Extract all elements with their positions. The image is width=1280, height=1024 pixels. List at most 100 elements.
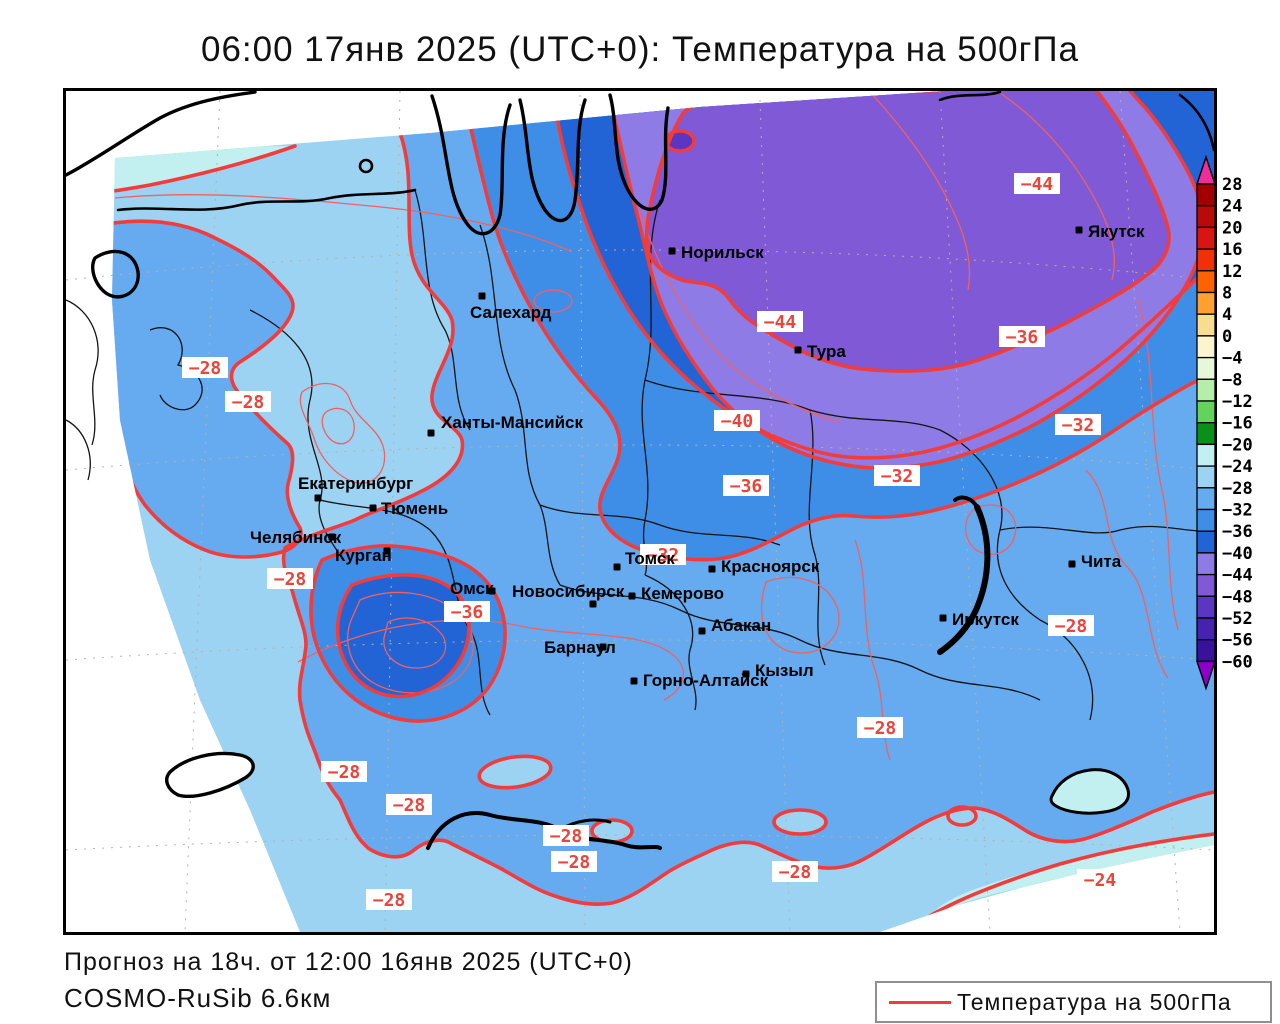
city-dot	[488, 587, 496, 595]
contour-label-text: −44	[764, 312, 797, 333]
colorbar-arrow-bottom	[1196, 660, 1216, 691]
contour-label-text: −28	[393, 795, 426, 816]
weather-map-canvas: −44−44−36−40−36 −32−32−28−28−32−36−28−28−…	[63, 88, 1253, 935]
colorbar-band	[1196, 356, 1216, 380]
city-marker: Чита	[1068, 552, 1122, 571]
cities-layer: Норильск Якутск Тура Салехард Ханты-Мансийск…	[250, 222, 1145, 690]
colorbar-band	[1196, 400, 1216, 424]
contour-label: −28	[386, 794, 432, 816]
city-label: Томск	[625, 549, 675, 568]
city-marker: Кемерово	[628, 584, 724, 603]
contour-label-box	[772, 861, 818, 882]
colorbar-tick-label: 8	[1222, 284, 1232, 304]
city-dot	[1075, 226, 1083, 234]
city-marker: Ханты-Мансийск	[427, 413, 583, 437]
colorbar-tick-label: −40	[1222, 544, 1253, 564]
colorbar-tick-label: −36	[1222, 522, 1253, 542]
city-label: Норильск	[681, 243, 764, 262]
contour-label: −28	[1048, 615, 1094, 637]
contour-label-box	[543, 825, 589, 846]
contour-label-text: −32	[881, 466, 914, 487]
city-marker: Новосибирск	[512, 582, 625, 608]
colorbar-band	[1196, 573, 1216, 597]
city-label: Курган	[335, 546, 392, 565]
city-dot	[589, 600, 597, 608]
legend-box: Температура на 500гПа	[875, 981, 1272, 1023]
colorbar-tick-label: 24	[1222, 197, 1242, 217]
city-label: Кызыл	[755, 661, 814, 680]
colorbar-tick-label: −28	[1222, 479, 1253, 499]
city-dot	[742, 670, 750, 678]
contour-label-text: −28	[189, 358, 222, 379]
contour-label-text: −32	[1062, 415, 1095, 436]
colorbar-tick-label: −16	[1222, 414, 1253, 434]
page-title: 06:00 17янв 2025 (UTC+0): Температура на…	[200, 30, 1080, 69]
city-dot	[630, 677, 638, 685]
city-marker: Иркутск	[939, 610, 1019, 629]
city-dot	[1068, 560, 1076, 568]
graticule-grid	[65, 90, 1215, 933]
legend-label: Температура на 500гПа	[957, 988, 1232, 1015]
contour-label-box	[1048, 615, 1094, 636]
contour-label-box	[321, 761, 367, 782]
city-marker: Курган	[335, 546, 392, 565]
contour-label-box	[874, 465, 920, 486]
city-dot	[698, 627, 706, 635]
colorbar-tick-label: −8	[1222, 370, 1242, 390]
colorbar-tick-label: −4	[1222, 349, 1242, 369]
city-marker: Кызыл	[742, 661, 814, 680]
contour-labels-layer: −44−44−36−40−36 −32−32−28−28−32−36−28−28−…	[182, 173, 1123, 911]
contour-label-text: −28	[274, 569, 307, 590]
city-dot	[599, 643, 607, 651]
city-dot	[328, 533, 336, 541]
colorbar-band	[1196, 205, 1216, 229]
contour-label-text: −28	[373, 890, 406, 911]
contour-label: −32	[874, 465, 920, 487]
city-label: Иркутск	[952, 610, 1019, 629]
city-marker: Тюмень	[369, 499, 448, 518]
city-dot	[939, 614, 947, 622]
contour-label: −28	[182, 357, 228, 379]
colorbar-band	[1196, 378, 1216, 402]
contour-label: −28	[267, 568, 313, 590]
contour-label-box	[640, 544, 686, 565]
colorbar-band	[1196, 530, 1216, 554]
city-marker: Якутск	[1075, 222, 1145, 241]
contour-label-box	[723, 475, 769, 496]
city-label: Челябинск	[250, 528, 342, 547]
colorbar-tick-label: 4	[1222, 305, 1232, 325]
city-dot	[478, 292, 486, 300]
city-dot	[427, 429, 435, 437]
colorbar-band	[1196, 595, 1216, 619]
contour-label-text: −28	[1055, 616, 1088, 637]
city-label: Кемерово	[641, 584, 724, 603]
colorbar-band	[1196, 270, 1216, 294]
contour-label: −36	[444, 601, 490, 623]
colorbar-band	[1196, 248, 1216, 272]
city-dot	[369, 504, 377, 512]
city-dot	[314, 494, 322, 502]
contour-label-box	[1014, 173, 1060, 194]
contour-label-text: −36	[730, 476, 763, 497]
city-dot	[628, 592, 636, 600]
city-marker: Екатеринбург	[298, 474, 413, 502]
colorbar-tick-label: −52	[1222, 609, 1253, 629]
colorbar-tick-label: 28	[1222, 175, 1242, 195]
colorbar-band	[1196, 639, 1216, 663]
contour-label: −28	[772, 861, 818, 883]
colorbar-band	[1196, 508, 1216, 532]
colorbar-tick-label: −48	[1222, 587, 1253, 607]
contour-label-text: −36	[1006, 327, 1039, 348]
contour-label-box	[857, 717, 903, 738]
city-marker: Барнаул	[544, 638, 616, 657]
contour-label: −32	[1055, 414, 1101, 436]
city-label: Горно-Алтайск	[643, 671, 769, 690]
colorbar-band	[1196, 552, 1216, 576]
colorbar-band	[1196, 617, 1216, 641]
colorbar-tick-label: −56	[1222, 631, 1253, 651]
contour-label-text: −28	[232, 392, 265, 413]
contour-label: −36	[723, 475, 769, 497]
contour-label-box	[444, 601, 490, 622]
contour-label-text: −44	[1021, 174, 1054, 195]
